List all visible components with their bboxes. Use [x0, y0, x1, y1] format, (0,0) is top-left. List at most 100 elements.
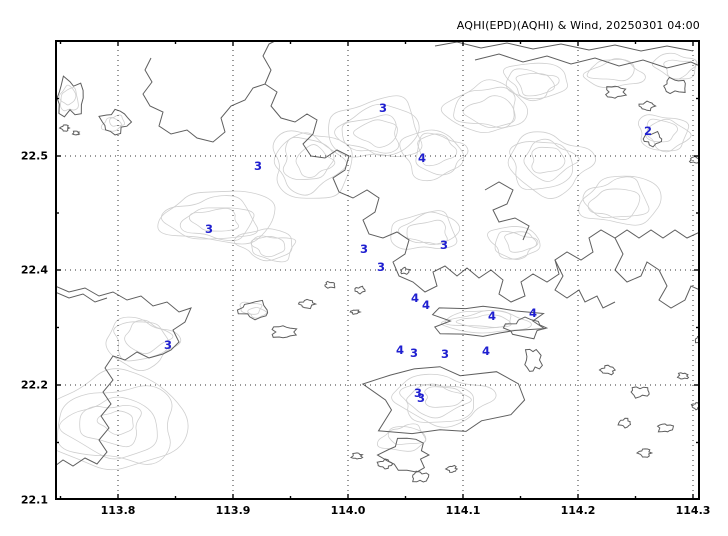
- y-axis-tick-label: 22.2: [20, 378, 48, 392]
- coastline: [484, 181, 530, 241]
- terrain-contour: [328, 95, 423, 158]
- island-coastline: [638, 100, 657, 112]
- station-aqhi-value: 3: [414, 386, 422, 400]
- station-aqhi-value: 3: [440, 238, 448, 252]
- terrain-contour: [55, 368, 189, 471]
- terrain-contour: [582, 176, 650, 219]
- terrain-contour: [353, 119, 398, 148]
- island-coastline: [361, 366, 526, 435]
- terrain-contour: [515, 72, 555, 97]
- terrain-contour: [58, 84, 77, 106]
- terrain-contour: [239, 301, 263, 315]
- island-coastline: [412, 470, 430, 483]
- station-aqhi-value: 3: [377, 260, 385, 274]
- terrain-contour: [415, 132, 469, 176]
- terrain-contour: [462, 95, 516, 129]
- station-aqhi-value: 4: [396, 343, 404, 357]
- plot-frame: [55, 40, 700, 500]
- terrain-contour: [424, 386, 464, 408]
- x-axis-tick-label: 113.9: [215, 504, 251, 517]
- coastline: [434, 41, 694, 52]
- terrain-contour: [387, 423, 427, 446]
- island-coastline: [604, 85, 628, 99]
- terrain-contour: [251, 235, 297, 263]
- island-coastline: [349, 309, 362, 315]
- terrain-contour: [637, 114, 690, 152]
- island-coastline: [656, 423, 675, 433]
- island-coastline: [98, 108, 133, 136]
- coastline: [55, 285, 192, 467]
- terrain-contour: [96, 410, 134, 436]
- island-coastline: [376, 437, 430, 473]
- y-axis-tick-label: 22.5: [20, 149, 48, 163]
- island-coastline: [663, 76, 686, 95]
- station-aqhi-value: 3: [417, 391, 425, 405]
- station-aqhi-value: 3: [379, 101, 387, 115]
- terrain-contour: [250, 236, 286, 258]
- island-coastline: [349, 452, 364, 460]
- station-aqhi-value: 4: [411, 291, 419, 305]
- terrain-contour: [390, 210, 458, 250]
- terrain-contour: [179, 207, 255, 242]
- station-aqhi-value: 3: [441, 347, 449, 361]
- island-coastline: [400, 266, 411, 275]
- station-aqhi-value: 2: [644, 124, 652, 138]
- coastline: [55, 291, 108, 303]
- terrain-contour: [582, 58, 646, 89]
- island-coastline: [354, 285, 366, 295]
- station-aqhi-value: 4: [418, 151, 426, 165]
- terrain-contour: [334, 103, 420, 157]
- island-coastline: [376, 458, 394, 470]
- terrain-contour: [505, 68, 560, 102]
- terrain-contour: [233, 228, 293, 262]
- station-aqhi-value: 4: [482, 344, 490, 358]
- terrain-contour: [531, 146, 566, 174]
- island-coastline: [431, 305, 546, 337]
- station-aqhi-value: 3: [254, 159, 262, 173]
- station-aqhi-value: 4: [422, 298, 430, 312]
- terrain-contour: [282, 136, 335, 181]
- terrain-contour: [523, 138, 580, 182]
- terrain-contour: [453, 86, 516, 129]
- station-aqhi-value: 4: [529, 306, 537, 320]
- station-aqhi-value: 3: [205, 222, 213, 236]
- island-coastline: [676, 372, 690, 380]
- terrain-contour: [100, 117, 122, 132]
- terrain-contour: [188, 208, 239, 232]
- island-coastline: [324, 280, 336, 289]
- terrain-contour: [399, 384, 474, 423]
- island-coastline: [688, 155, 700, 164]
- island-coastline: [58, 124, 71, 132]
- island-coastline: [297, 298, 318, 310]
- island-coastline: [630, 386, 650, 399]
- coastline: [554, 259, 616, 309]
- terrain-contour: [79, 404, 142, 448]
- terrain-contour: [59, 396, 158, 460]
- terrain-contour: [509, 141, 574, 191]
- island-coastline: [524, 348, 544, 372]
- island-coastline: [694, 335, 700, 344]
- terrain-contour: [157, 190, 276, 245]
- terrain-contour: [646, 118, 692, 153]
- terrain-contour: [391, 373, 497, 428]
- coastline-layer: [55, 40, 700, 483]
- y-axis-tick-label: 22.4: [20, 263, 48, 277]
- station-aqhi-value: 3: [360, 242, 368, 256]
- terrain-contour: [578, 175, 662, 226]
- terrain-contour: [651, 52, 698, 80]
- island-coastline: [444, 464, 459, 473]
- station-aqhi-value: 3: [164, 338, 172, 352]
- terrain-contour: [56, 385, 173, 465]
- y-axis-tick-label: 22.1: [20, 493, 48, 507]
- terrain-contour: [645, 118, 678, 143]
- x-axis-tick-label: 113.8: [100, 504, 136, 517]
- terrain-contour: [507, 131, 596, 199]
- terrain-contour: [272, 130, 353, 199]
- coastline: [262, 40, 278, 85]
- station-aqhi-value: 4: [488, 309, 496, 323]
- terrain-contour: [663, 59, 696, 80]
- island-coastline: [271, 325, 298, 339]
- island-coastline: [617, 417, 632, 429]
